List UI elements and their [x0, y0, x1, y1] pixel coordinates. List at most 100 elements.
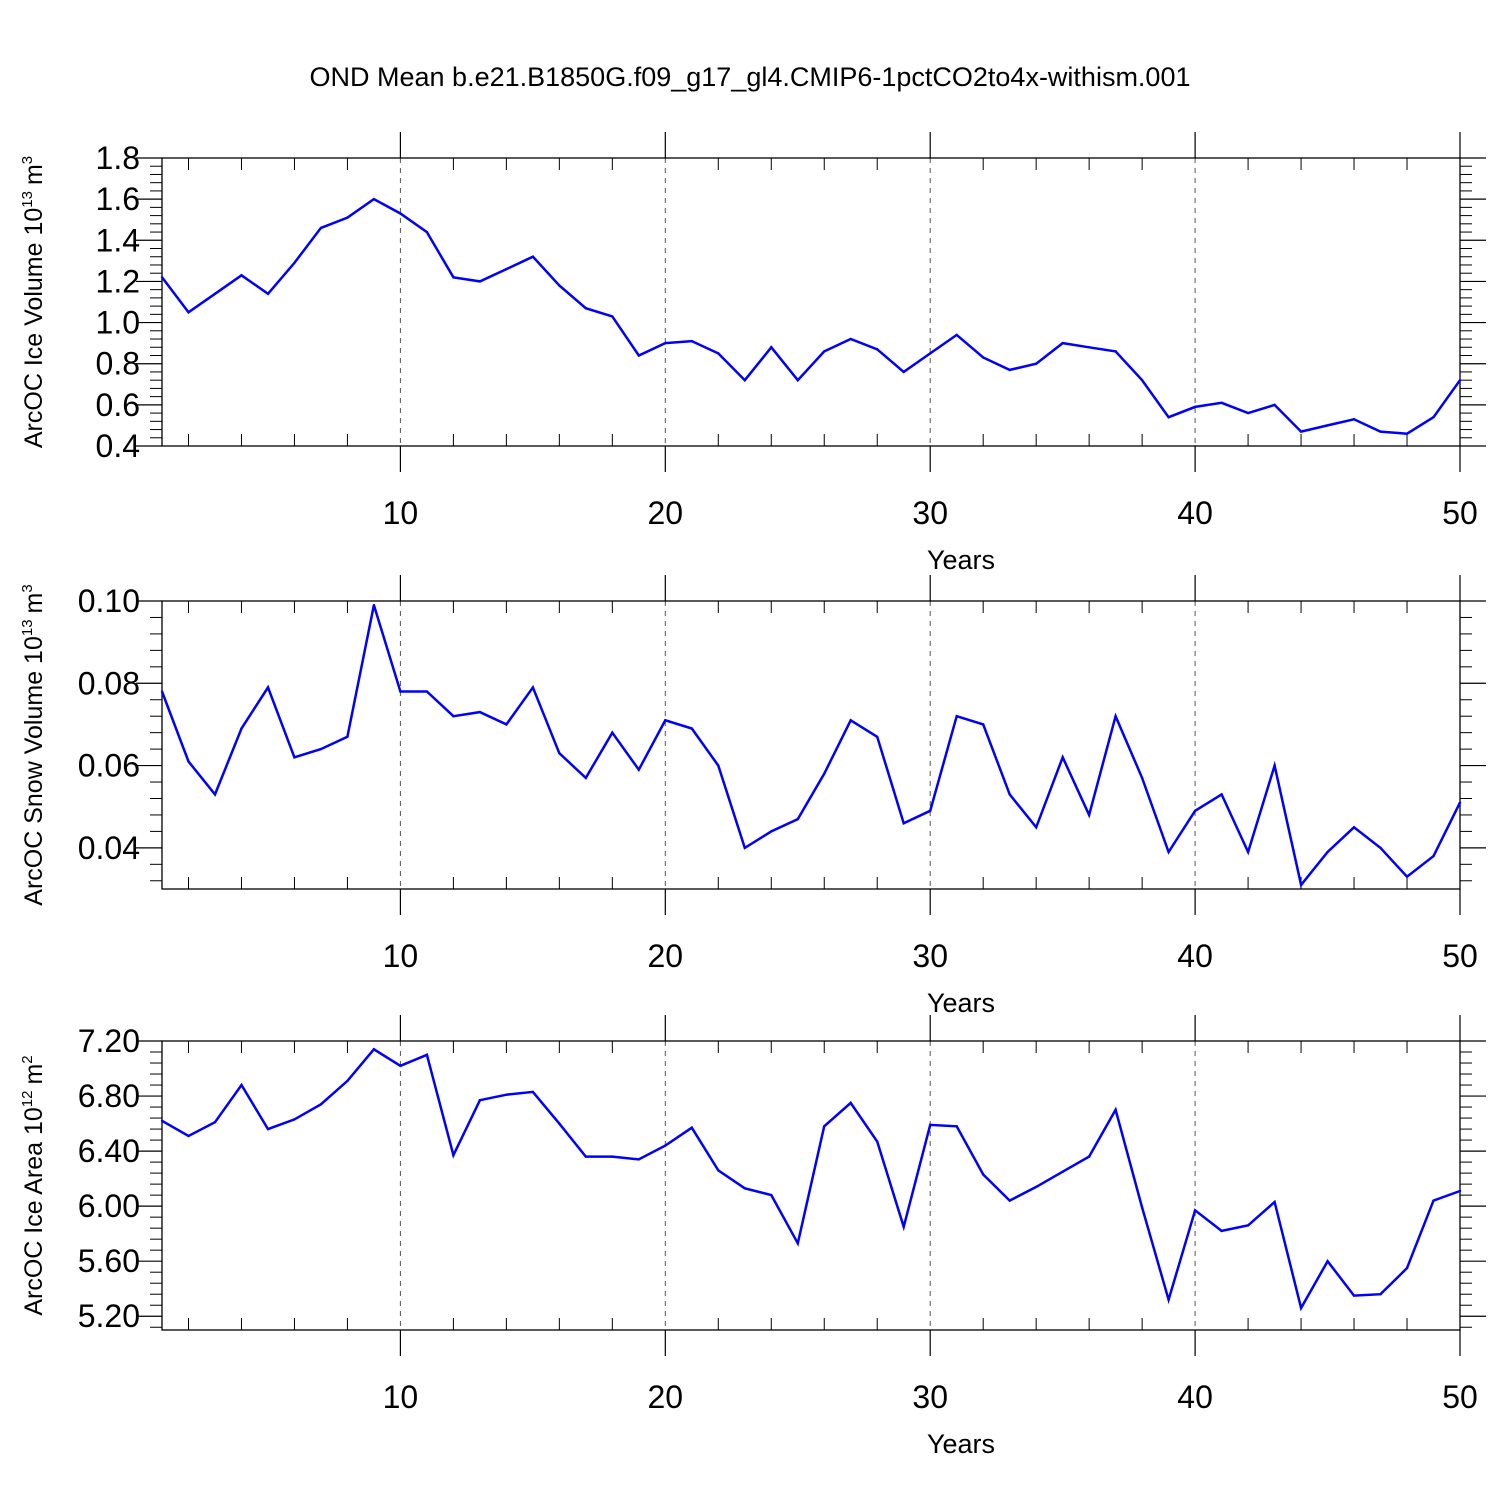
x-tick-label: 50: [1442, 495, 1478, 531]
y-tick-label: 1.2: [96, 263, 140, 299]
data-point: [929, 352, 932, 355]
panel-3: 10 20 30 40 50 Years 5.20 5.60 6.00 6.40 6.80 7.20 A…: [19, 1015, 1486, 1459]
data-point: [1061, 1170, 1064, 1173]
data-point: [955, 1125, 958, 1128]
x-tick-label: 10: [383, 1379, 419, 1415]
data-point: [372, 197, 376, 201]
panel-2: 10 20 30 40 50 Years 0.04 0.06 0.08 0.10 ArcOC Sno…: [19, 575, 1486, 1018]
data-point: [1246, 411, 1250, 415]
data-point: [266, 1127, 270, 1131]
data-point: [584, 306, 588, 310]
data-point: [1379, 430, 1382, 433]
data-point: [1220, 793, 1223, 796]
data-point: [955, 715, 958, 718]
data-point: [187, 760, 190, 763]
x-tick-label: 40: [1177, 1379, 1213, 1415]
data-point: [770, 830, 773, 833]
data-point: [505, 1093, 508, 1096]
y-tick-label: 6.80: [78, 1078, 140, 1114]
data-point: [770, 346, 773, 349]
data-point: [1352, 418, 1356, 421]
plot-frame: [161, 157, 1461, 447]
data-point: [1087, 1155, 1091, 1158]
data-point: [611, 1155, 614, 1158]
data-point: [1140, 378, 1144, 382]
x-tick-label: 50: [1442, 938, 1478, 974]
data-point: [1114, 715, 1117, 718]
data-point: [266, 686, 270, 689]
data-point: [213, 793, 217, 796]
series-line: [160, 604, 1462, 888]
data-point: [213, 1120, 217, 1124]
data-point: [1326, 424, 1329, 427]
data-point: [1299, 1306, 1303, 1310]
data-point: [1458, 378, 1462, 382]
x-axis-label: Years: [927, 988, 995, 1018]
data-point: [902, 821, 905, 825]
x-tick-label: 10: [383, 495, 419, 531]
data-point: [319, 226, 323, 230]
data-point: [505, 723, 508, 726]
data-point: [478, 280, 482, 283]
figure-title: OND Mean b.e21.B1850G.f09_g17_gl4.CMIP6-…: [309, 62, 1191, 92]
y-tick-label: 5.20: [78, 1298, 140, 1334]
data-point: [1432, 416, 1435, 419]
data-point: [1405, 432, 1409, 435]
y-tick-label: 0.04: [78, 830, 140, 866]
data-point: [478, 1098, 482, 1102]
data-point: [558, 752, 561, 755]
data-point: [1246, 850, 1250, 854]
data-point: [664, 1144, 667, 1147]
data-point: [690, 727, 693, 730]
y-axis-label-exponent: 13: [19, 619, 36, 636]
data-point: [1167, 416, 1170, 419]
data-point: [849, 719, 852, 722]
data-point: [584, 776, 588, 780]
data-point: [187, 311, 190, 314]
y-axis-label-unit: m: [20, 164, 48, 185]
data-point: [1061, 341, 1064, 345]
data-point: [876, 735, 879, 738]
data-point: [1167, 1298, 1170, 1301]
y-tick-label: 1.6: [96, 181, 140, 217]
x-axis-label: Years: [927, 545, 995, 575]
data-point: [346, 216, 349, 219]
data-point: [637, 354, 641, 357]
y-axis-label-unit-exponent: 3: [19, 584, 36, 592]
data-point: [240, 274, 243, 277]
data-point: [929, 809, 932, 813]
data-point: [823, 1125, 826, 1128]
data-point: [1034, 1185, 1038, 1189]
y-tick-label: 1.4: [96, 222, 140, 258]
data-point: [637, 1158, 641, 1161]
data-point: [1140, 1206, 1144, 1209]
data-point: [1326, 850, 1329, 854]
data-point: [902, 1225, 905, 1228]
y-axis-label-unit-exponent: 3: [19, 156, 36, 164]
data-point: [796, 817, 799, 821]
data-point: [372, 1048, 376, 1051]
data-point: [452, 276, 455, 279]
series-line: [161, 197, 1462, 435]
x-tick-label: 40: [1177, 938, 1213, 974]
data-point: [690, 1126, 693, 1129]
y-tick-label: 0.4: [96, 428, 140, 464]
data-point: [981, 356, 985, 359]
data-point: [531, 1090, 535, 1094]
y-axis-label: ArcOC Ice Area 1012 m2: [19, 1055, 48, 1315]
data-point: [1220, 401, 1223, 404]
x-tick-label: 20: [648, 1379, 684, 1415]
data-point: [452, 1154, 455, 1157]
y-axis-label-exponent: 13: [19, 191, 36, 208]
data-point: [240, 1083, 243, 1087]
y-tick-label: 0.06: [78, 748, 140, 784]
data-point: [796, 378, 799, 382]
data-point: [160, 690, 164, 693]
data-point: [955, 333, 958, 337]
data-point: [1299, 883, 1303, 887]
data-point: [293, 756, 296, 759]
data-point: [584, 1155, 588, 1158]
data-point: [531, 255, 535, 258]
data-point: [823, 772, 826, 775]
data-point: [1299, 430, 1303, 433]
